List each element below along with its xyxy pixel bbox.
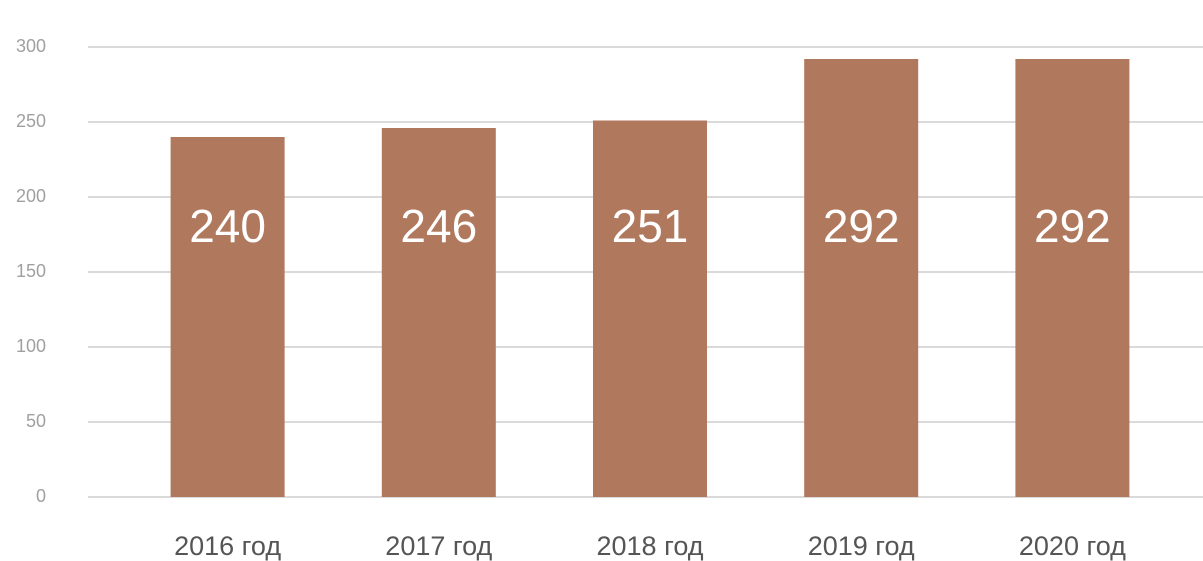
y-tick-label: 100 <box>16 336 46 356</box>
bar <box>381 128 496 497</box>
value-label: 292 <box>823 200 900 252</box>
bar <box>593 120 707 497</box>
x-tick-label: 2016 год <box>174 531 281 561</box>
value-label: 240 <box>189 200 266 252</box>
x-tick-label: 2018 год <box>597 531 704 561</box>
value-label: 251 <box>612 200 689 252</box>
x-tick-label: 2019 год <box>808 531 915 561</box>
x-tick-label: 2020 год <box>1019 531 1126 561</box>
y-tick-label: 250 <box>16 111 46 131</box>
bar <box>1015 59 1130 497</box>
value-label: 246 <box>400 200 477 252</box>
y-tick-label: 200 <box>16 186 46 206</box>
y-tick-label: 150 <box>16 261 46 281</box>
bar <box>170 137 285 497</box>
y-tick-label: 50 <box>26 411 46 431</box>
y-tick-label: 0 <box>36 486 46 506</box>
bar <box>804 59 919 497</box>
y-tick-label: 300 <box>16 36 46 56</box>
value-label: 292 <box>1034 200 1111 252</box>
x-tick-label: 2017 год <box>385 531 492 561</box>
